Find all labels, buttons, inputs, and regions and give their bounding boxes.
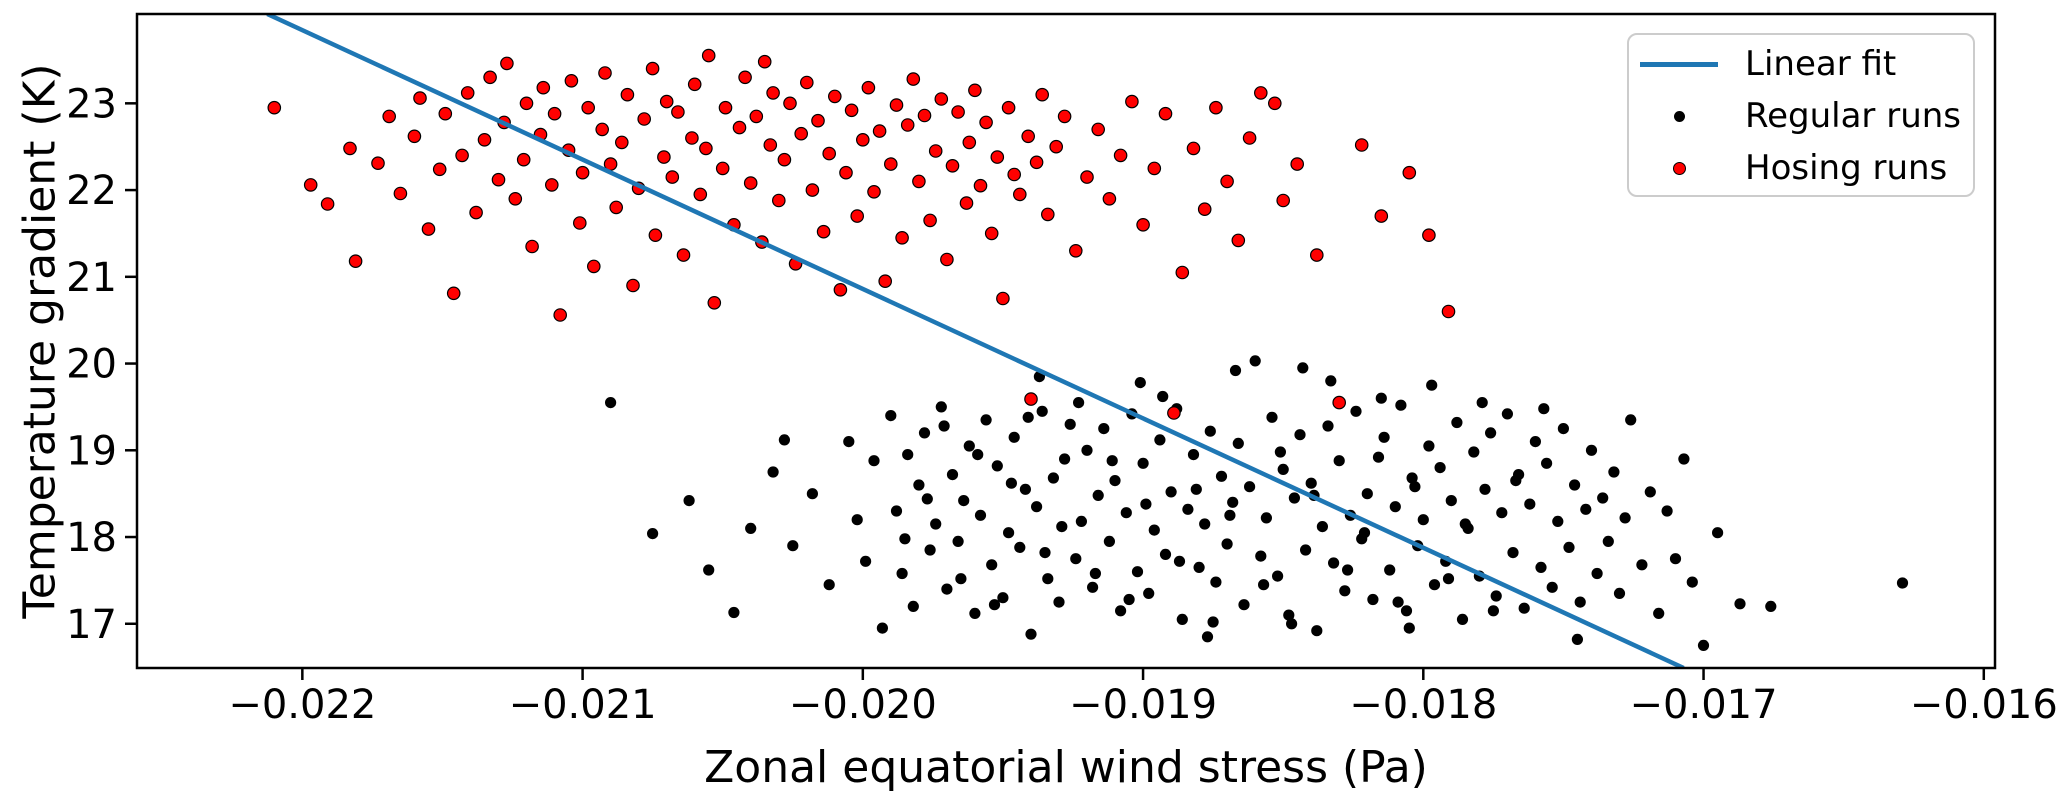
svg-text:22: 22 xyxy=(66,168,117,214)
svg-text:23: 23 xyxy=(66,81,117,127)
y-tick-marks xyxy=(125,102,137,626)
legend-item-regular-runs: Regular runs xyxy=(1629,90,1973,142)
x-tick-marks xyxy=(301,668,1986,680)
svg-text:21: 21 xyxy=(66,255,117,301)
svg-text:−0.020: −0.020 xyxy=(789,682,937,728)
svg-text:−0.016: −0.016 xyxy=(1910,682,2058,728)
x-tick-labels: −0.022 −0.021 −0.020 −0.019 −0.018 −0.017 −0.0… xyxy=(228,682,2057,728)
svg-text:−0.017: −0.017 xyxy=(1630,682,1778,728)
y-tick-labels: 17 18 19 20 21 22 23 xyxy=(66,81,117,647)
hosing-runs-dot-icon xyxy=(1639,161,1719,175)
svg-text:−0.021: −0.021 xyxy=(509,682,657,728)
legend-label: Hosing runs xyxy=(1745,148,1948,188)
y-axis-label: Temperature gradient (K) xyxy=(14,63,66,619)
x-axis-label: Zonal equatorial wind stress (Pa) xyxy=(704,742,1428,793)
svg-text:−0.019: −0.019 xyxy=(1069,682,1217,728)
legend: Linear fit Regular runs Hosing runs xyxy=(1627,33,1975,197)
svg-text:18: 18 xyxy=(66,515,117,561)
linear-fit-line xyxy=(266,14,1685,668)
legend-label: Linear fit xyxy=(1745,44,1897,84)
svg-text:−0.022: −0.022 xyxy=(228,682,376,728)
hosing-runs-points xyxy=(267,48,1456,420)
linear-fit-line-swatch-icon xyxy=(1639,61,1719,67)
legend-item-linear-fit: Linear fit xyxy=(1629,38,1973,90)
regular-runs-points xyxy=(605,355,1909,652)
svg-text:−0.018: −0.018 xyxy=(1349,682,1497,728)
axes-spines xyxy=(135,12,1997,670)
svg-text:19: 19 xyxy=(66,428,117,474)
legend-item-hosing-runs: Hosing runs xyxy=(1629,142,1973,194)
legend-label: Regular runs xyxy=(1745,96,1962,136)
svg-text:17: 17 xyxy=(66,602,117,648)
regular-runs-dot-icon xyxy=(1639,110,1719,122)
svg-text:20: 20 xyxy=(66,342,117,388)
